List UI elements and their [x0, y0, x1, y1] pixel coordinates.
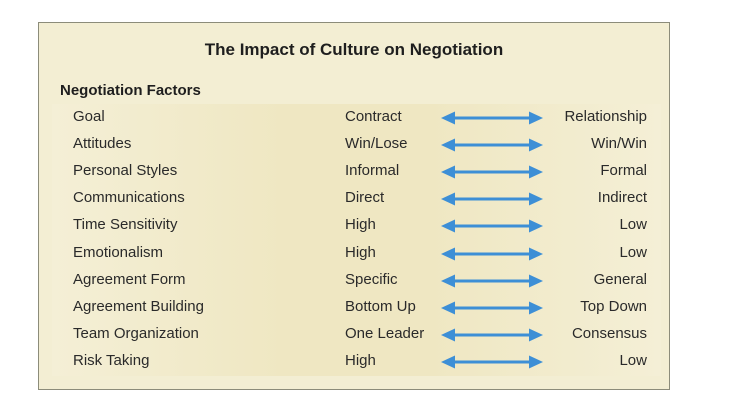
- factor-label: Emotionalism: [73, 243, 164, 261]
- right-extreme-label: Top Down: [580, 297, 647, 315]
- factor-label: Communications: [73, 189, 185, 207]
- factor-row: Attitudes Win/Lose Win/Win: [52, 131, 661, 158]
- right-extreme-label: Low: [619, 243, 647, 261]
- factor-label: Time Sensitivity: [73, 216, 178, 234]
- double-arrow-icon: [441, 328, 543, 342]
- left-extreme-label: One Leader: [345, 324, 425, 342]
- factor-row: Agreement Form Specific General: [52, 267, 661, 294]
- double-arrow-icon: [441, 247, 543, 260]
- factor-label: Agreement Building: [73, 297, 204, 315]
- factor-row: Communications Direct Indirect: [52, 185, 661, 212]
- double-arrow-icon: [441, 219, 543, 233]
- double-arrow-icon: [441, 274, 543, 288]
- factor-label: Team Organization: [73, 324, 199, 342]
- left-extreme-label: High: [345, 216, 376, 234]
- factor-row: Agreement Building Bottom Up Top Down: [52, 294, 661, 321]
- left-extreme-label: Informal: [345, 162, 400, 180]
- left-extreme-label: Win/Lose: [345, 135, 408, 153]
- factor-label: Agreement Form: [73, 270, 186, 288]
- factor-label: Goal: [73, 108, 105, 125]
- factor-label: Risk Taking: [73, 351, 150, 369]
- double-arrow-icon: [441, 138, 543, 152]
- factors-table: Goal Contract Relationship Attitudes Win/Los…: [52, 104, 661, 376]
- double-arrow-icon: [441, 111, 543, 125]
- right-extreme-label: General: [593, 270, 647, 288]
- double-arrow-icon: [441, 192, 543, 206]
- factor-row: Goal Contract Relationship: [52, 104, 661, 131]
- left-extreme-label: High: [345, 351, 376, 369]
- left-extreme-label: Direct: [345, 189, 385, 207]
- left-extreme-label: High: [345, 243, 376, 261]
- left-extreme-label: Bottom Up: [345, 297, 416, 315]
- panel-title: The Impact of Culture on Negotiation: [204, 40, 504, 59]
- right-extreme-label: Win/Win: [591, 135, 647, 153]
- culture-negotiation-panel: The Impact of Culture on Negotiation Neg…: [38, 22, 670, 390]
- factor-row: Personal Styles Informal Formal: [52, 158, 661, 185]
- factor-row: Risk Taking High Low: [52, 348, 661, 375]
- double-arrow-icon: [441, 301, 543, 315]
- factor-row: Team Organization One Leader Consensus: [52, 321, 661, 348]
- left-extreme-label: Specific: [345, 270, 398, 288]
- factor-label: Personal Styles: [73, 162, 178, 180]
- right-extreme-label: Formal: [600, 162, 647, 180]
- right-extreme-label: Consensus: [571, 324, 647, 342]
- double-arrow-icon: [441, 165, 543, 179]
- right-extreme-label: Low: [619, 216, 647, 234]
- negotiation-factors-heading: Negotiation Factors: [60, 82, 201, 99]
- right-extreme-label: Low: [619, 351, 647, 369]
- factor-row: Emotionalism High Low: [52, 240, 661, 267]
- right-extreme-label: Relationship: [564, 108, 647, 125]
- factor-label: Attitudes: [73, 135, 132, 153]
- left-extreme-label: Contract: [345, 108, 402, 125]
- double-arrow-icon: [441, 355, 543, 369]
- right-extreme-label: Indirect: [597, 189, 647, 207]
- factor-row: Time Sensitivity High Low: [52, 212, 661, 239]
